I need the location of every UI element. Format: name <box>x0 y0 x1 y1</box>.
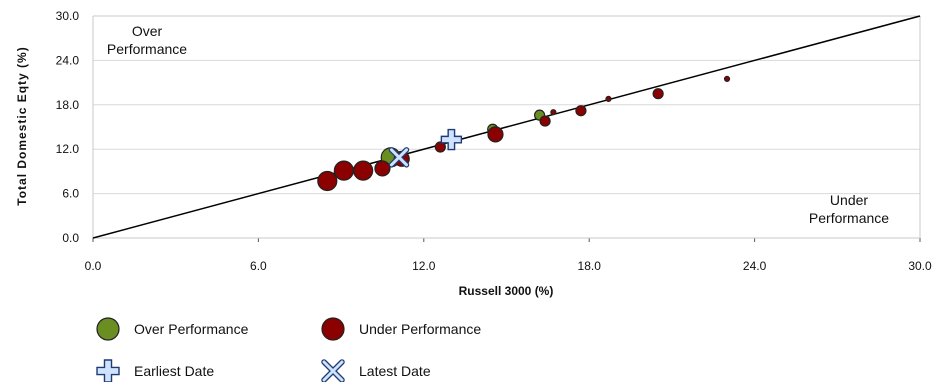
under-performance-point <box>317 170 338 192</box>
under-performance-point <box>539 115 551 127</box>
reference-line-45deg <box>92 15 921 239</box>
y-axis-title: Total Domestic Eqty (%) <box>15 46 29 205</box>
y-tick-label: 18.0 <box>56 98 80 112</box>
x-marker-fill <box>389 148 408 167</box>
under-performance-point <box>605 95 612 102</box>
reference-line <box>92 15 921 239</box>
x-tick-label: 30.0 <box>908 259 932 273</box>
under-performance-point <box>353 160 374 181</box>
y-tick-label: 0.0 <box>62 231 79 245</box>
data-points <box>317 75 731 192</box>
under-performance-point <box>723 75 731 83</box>
grid-lines <box>92 59 921 242</box>
x-tick-labels: 0.0 6.0 12.0 18.0 24.0 30.0 <box>85 259 932 273</box>
annotation-under-line: Under <box>830 192 868 208</box>
y-tick-label: 24.0 <box>56 53 80 67</box>
legend-earliest-date-swatch <box>96 359 120 382</box>
annotation-over-line: Over <box>132 23 163 39</box>
y-tick-label: 6.0 <box>62 187 79 201</box>
legend-over-performance-label: Over Performance <box>134 321 249 337</box>
legend-latest-date-swatch <box>321 359 345 382</box>
under-performance-point <box>487 126 504 143</box>
plot-frame <box>92 15 921 239</box>
under-performance-point <box>652 88 664 100</box>
annotation-under-line: Performance <box>809 210 889 226</box>
legend-earliest-date-label: Earliest Date <box>134 363 214 379</box>
y-tick-label: 12.0 <box>56 142 80 156</box>
x-tick-label: 24.0 <box>743 259 767 273</box>
earliest-date-marker <box>440 128 463 151</box>
annotations: Over Performance Under Performance <box>107 23 889 226</box>
y-tick-labels: 0.0 6.0 12.0 18.0 24.0 30.0 <box>56 9 80 245</box>
under-performance-point <box>550 109 557 116</box>
legend-under-performance-swatch <box>321 317 345 341</box>
under-performance-point <box>374 160 391 177</box>
x-marker-fill <box>322 360 344 382</box>
latest-date-marker <box>388 147 410 168</box>
legend-latest-date-label: Latest Date <box>359 363 431 379</box>
x-tick-label: 12.0 <box>412 259 436 273</box>
legend-over-performance-swatch <box>96 317 120 341</box>
x-axis-title: Russell 3000 (%) <box>459 284 554 298</box>
under-performance-point <box>333 160 354 181</box>
under-performance-point <box>575 105 587 117</box>
x-tick-label: 6.0 <box>250 259 267 273</box>
x-tick-label: 18.0 <box>578 259 602 273</box>
y-tick-label: 30.0 <box>56 9 80 23</box>
annotation-over-line: Performance <box>107 41 187 57</box>
legend-under-performance-label: Under Performance <box>359 321 481 337</box>
x-tick-label: 0.0 <box>85 259 102 273</box>
under-performance-point <box>434 141 446 153</box>
legend: Over Performance Under Performance Earlies… <box>96 317 481 382</box>
